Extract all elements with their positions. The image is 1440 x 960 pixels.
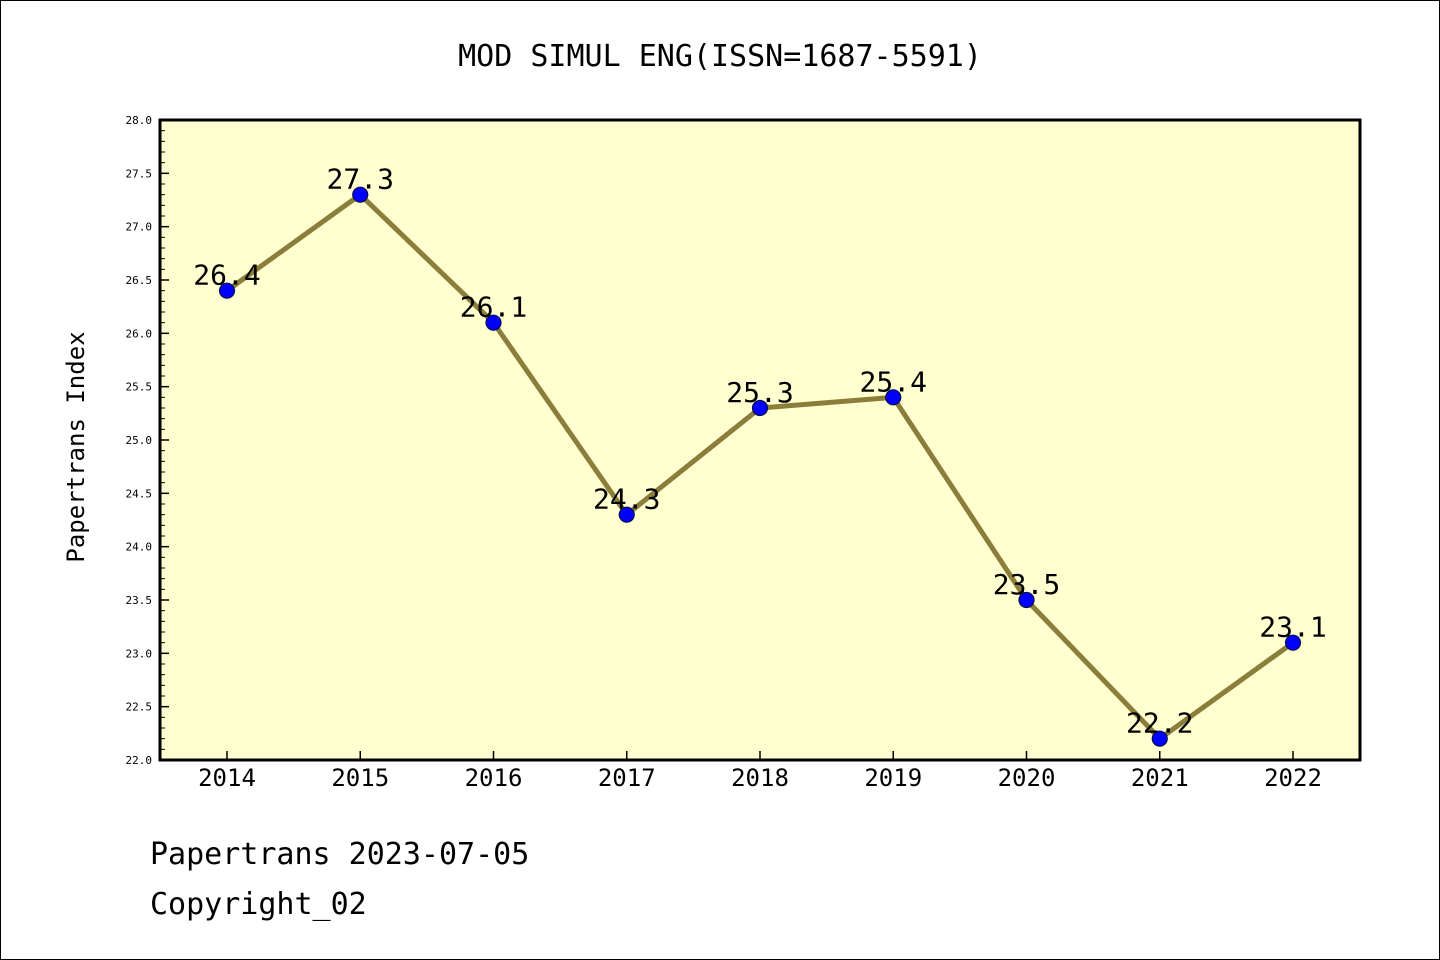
y-tick-label: 23.0 [126,647,153,660]
y-tick-label: 24.5 [126,487,153,500]
x-tick-label: 2016 [465,764,523,792]
y-tick-label: 25.5 [126,381,153,394]
data-point [218,282,236,299]
x-tick-label: 2021 [1131,764,1189,792]
data-label: 24.3 [593,483,660,516]
data-label: 25.3 [726,376,793,409]
y-tick-label: 27.0 [126,221,153,234]
data-point [352,186,369,203]
data-point [1018,591,1035,609]
data-label: 25.4 [860,365,927,398]
data-point [1151,730,1168,747]
y-tick-label: 23.5 [126,594,153,607]
y-tick-label: 22.5 [126,701,153,714]
data-point [751,399,769,417]
plot-frame [158,118,1362,762]
data-labels: 26.4 27.3 26.1 24.3 25.3 25.4 23.5 22.2 23.1 [193,163,1326,740]
y-tick-label: 26.5 [126,274,153,287]
data-point [885,389,902,406]
data-point [1284,634,1302,651]
footer-date: Papertrans 2023-07-05 [150,837,529,872]
x-axis: 2014 2015 2016 2017 2018 2019 2020 2021 2022 [198,751,1322,792]
footer-copyright: Copyright_02 [150,887,367,922]
data-label: 27.3 [327,163,394,196]
y-tick-label: 25.0 [126,434,153,447]
x-tick-label: 2022 [1264,764,1322,792]
x-tick-label: 2018 [731,764,789,792]
data-point [618,506,635,523]
chart-title: MOD SIMUL ENG(ISSN=1687-5591) [458,39,982,74]
y-tick-label: 24.0 [126,541,153,554]
y-axis-label: Papertrans Index [62,331,90,562]
x-tick-label: 2019 [864,764,922,792]
x-tick-label: 2020 [998,764,1056,792]
data-label: 26.1 [460,291,527,324]
x-tick-label: 2015 [331,764,389,792]
data-points [218,186,1302,747]
y-tick-label: 27.5 [126,167,153,180]
data-point [485,314,502,331]
data-label: 23.1 [1259,611,1326,644]
y-axis: 22.0 22.5 23.0 23.5 24.0 24.5 25.0 25.5 26.0 26.5… [126,114,169,767]
data-label: 22.2 [1126,707,1193,740]
y-tick-label: 22.0 [126,754,153,767]
y-tick-label: 26.0 [126,327,153,340]
plot-area [160,120,1360,760]
y-tick-label: 28.0 [126,114,153,127]
data-label: 26.4 [193,259,260,292]
x-tick-label: 2017 [598,764,656,792]
data-label: 23.5 [993,568,1060,601]
x-tick-label: 2014 [198,764,256,792]
